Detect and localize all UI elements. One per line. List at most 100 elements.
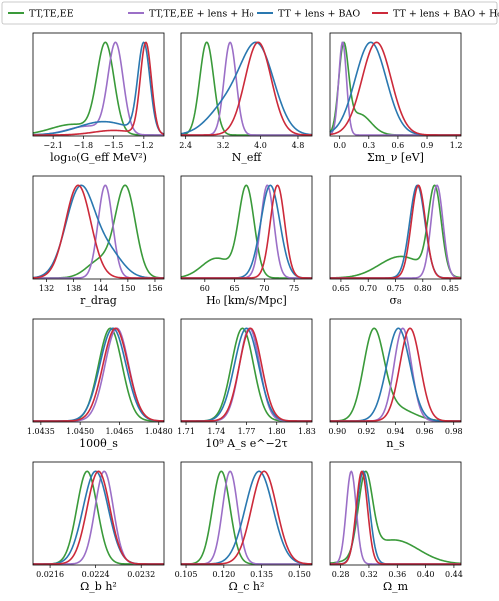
x-tick-label: 1.74	[207, 427, 225, 436]
subplot: 0.28 0.32 0.36 0.40 0.44 Ω_m	[329, 461, 463, 593]
series-line	[181, 327, 312, 422]
x-tick-label: 0.96	[416, 427, 434, 436]
x-tick-label: 0.80	[414, 284, 432, 293]
subplot: 2.4 3.2 4.0 4.8 N_eff	[179, 32, 313, 164]
axes-frame	[329, 318, 462, 423]
series-line	[180, 184, 312, 279]
series-line	[329, 470, 462, 565]
x-tick-label: 60	[200, 284, 210, 293]
series-line	[181, 470, 313, 565]
series-line	[181, 470, 313, 565]
x-tick-label: 0.0232	[127, 570, 155, 579]
x-axis-label: σ₈	[390, 294, 403, 307]
series-line	[330, 184, 462, 279]
x-axis-label: Ω_m	[383, 580, 409, 593]
x-tick-label: 0.0216	[36, 570, 64, 579]
series-line	[181, 470, 312, 565]
series-line	[181, 41, 312, 136]
series-line	[33, 327, 165, 422]
x-tick-label: −1.2	[134, 141, 153, 150]
x-tick-label: 0.0224	[82, 570, 110, 579]
series-line	[33, 327, 165, 422]
series-line	[181, 41, 313, 136]
x-tick-label: 3.2	[217, 141, 230, 150]
x-tick-label: 1.80	[268, 427, 286, 436]
x-tick-label: 70	[259, 284, 269, 293]
subplot: 0.65 0.70 0.75 0.80 0.85 σ₈	[329, 175, 462, 307]
subplot: 132 138 144 150 156 r_drag	[32, 175, 165, 307]
series-line	[330, 327, 461, 422]
axes-frame	[180, 175, 313, 280]
series-line	[33, 327, 164, 422]
x-tick-label: 1.0465	[105, 427, 133, 436]
x-tick-label: 0.135	[250, 570, 273, 579]
legend: TT,TE,EE TT,TE,EE + lens + H₀ TT + lens + …	[1, 1, 499, 25]
x-tick-label: 0.105	[175, 570, 198, 579]
x-axis-label: Ω_b h²	[80, 580, 117, 593]
x-tick-label: 0.94	[387, 427, 405, 436]
x-tick-label: 0.65	[332, 284, 350, 293]
x-tick-label: 0.0	[333, 141, 346, 150]
subplot: 1.0435 1.0450 1.0465 1.0480 100θ_s	[27, 318, 173, 450]
x-axis-label: N_eff	[232, 151, 263, 164]
axes-frame	[180, 32, 313, 137]
series-line	[181, 184, 312, 279]
x-axis-label: n_s	[386, 437, 405, 450]
x-tick-label: 2.4	[179, 141, 192, 150]
x-tick-label: 132	[39, 284, 54, 293]
x-tick-label: 0.28	[332, 570, 350, 579]
axes-frame	[329, 461, 462, 566]
legend-label: TT + lens + BAO	[278, 9, 360, 20]
x-tick-label: 1.0480	[145, 427, 173, 436]
legend-frame	[1, 1, 498, 25]
x-tick-label: 4.0	[254, 141, 267, 150]
series-line	[181, 184, 312, 279]
x-axis-label: Σm_ν [eV]	[367, 151, 424, 164]
x-axis-label: Ω_c h²	[229, 580, 265, 593]
series-line	[181, 327, 312, 422]
subplot: 1.71 1.74 1.77 1.80 1.83 10⁹ A_s e^−2τ	[177, 318, 316, 450]
x-tick-label: 0.92	[357, 427, 375, 436]
axes-frame	[32, 318, 165, 423]
legend-label: TT,TE,EE	[29, 9, 74, 20]
x-tick-label: 1.0450	[66, 427, 94, 436]
x-tick-label: 0.36	[388, 570, 406, 579]
x-tick-label: 1.83	[298, 427, 316, 436]
x-tick-label: 0.85	[441, 284, 459, 293]
axes-frame	[329, 32, 462, 137]
series-line	[181, 327, 312, 422]
series-line	[329, 184, 462, 279]
subplot: 0.0216 0.0224 0.0232 Ω_b h²	[32, 461, 165, 593]
axes-frame	[180, 461, 313, 566]
x-axis-label: H₀ [km/s/Mpc]	[206, 294, 287, 307]
x-axis-label: r_drag	[80, 294, 117, 307]
x-tick-label: 156	[147, 284, 162, 293]
series-line	[329, 41, 461, 136]
series-line	[33, 470, 164, 565]
x-tick-label: −1.8	[74, 141, 93, 150]
subplot: 0.90 0.92 0.94 0.96 0.98 n_s	[328, 318, 463, 450]
series-line	[33, 41, 165, 136]
series-line	[330, 327, 461, 422]
subplot: 0.105 0.120 0.135 0.150 Ω_c h²	[175, 461, 313, 593]
series-line	[180, 41, 312, 136]
subplot: 0.0 0.3 0.6 0.9 1.2 Σm_ν [eV]	[329, 32, 463, 164]
x-tick-label: 0.3	[362, 141, 375, 150]
series-line	[181, 470, 312, 565]
series-line	[180, 41, 313, 136]
x-tick-label: 0.40	[417, 570, 435, 579]
series-line	[329, 327, 461, 422]
series-line	[32, 184, 164, 279]
x-tick-label: 0.98	[445, 427, 463, 436]
x-tick-label: 0.90	[328, 427, 346, 436]
x-tick-label: −1.5	[104, 141, 123, 150]
axes-frame	[32, 175, 165, 280]
x-tick-label: 4.8	[292, 141, 305, 150]
x-tick-label: −2.1	[43, 141, 62, 150]
x-tick-label: 65	[229, 284, 239, 293]
x-tick-label: 0.9	[421, 141, 434, 150]
